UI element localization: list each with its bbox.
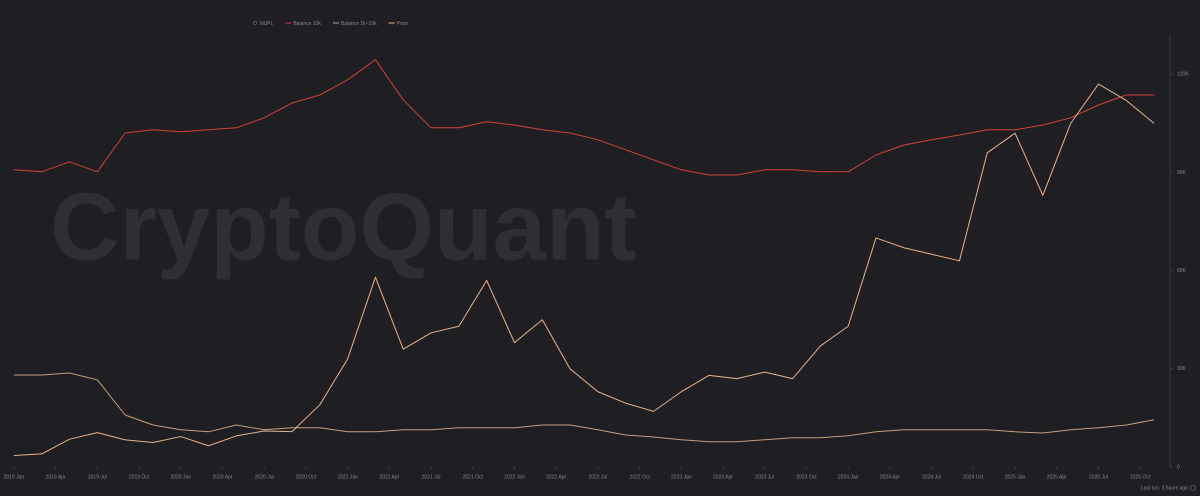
series-line [13, 372, 1155, 443]
x-tick-label: 2022 Apr [546, 474, 566, 480]
legend-label[interactable]: Price [397, 21, 409, 27]
footer: Last run: 3 hours ago [1141, 485, 1188, 491]
x-tick-label: 2023 Apr [713, 474, 733, 480]
x-tick-label: 2019 Apr [46, 474, 66, 480]
y-tick-label: 120K [1177, 72, 1189, 78]
x-tick-label: 2020 Oct [296, 474, 317, 480]
y-tick-label: 0 [1177, 464, 1180, 470]
x-tick-label: 2024 Apr [880, 474, 900, 480]
x-tick-label: 2025 Apr [1047, 474, 1067, 480]
x-tick-label: 2021 Oct [463, 474, 484, 480]
x-tick-label: 2022 Jan [504, 474, 525, 480]
x-tick-label: 2020 Apr [212, 474, 232, 480]
series-line [13, 83, 1155, 457]
legend-label[interactable]: Balance 1k~10k [341, 21, 377, 27]
y-tick-label: 30K [1177, 366, 1187, 372]
x-tick-label: 2024 Jan [838, 474, 859, 480]
series-line [13, 59, 1155, 176]
refresh-icon[interactable] [1190, 485, 1196, 491]
x-tick-label: 2020 Jul [255, 474, 274, 480]
x-tick-label: 2019 Jan [4, 474, 25, 480]
x-tick-label: 2019 Oct [129, 474, 150, 480]
legend-label[interactable]: NUPL [260, 21, 274, 27]
x-tick-label: 2019 Jul [88, 474, 107, 480]
x-tick-label: 2024 Jul [922, 474, 941, 480]
watermark: CryptoQuant [50, 173, 637, 280]
x-tick-label: 2022 Jul [588, 474, 607, 480]
legend-label[interactable]: Balance 10k [293, 21, 321, 27]
x-tick-label: 2021 Apr [379, 474, 399, 480]
y-tick-label: 90K [1177, 170, 1187, 176]
x-tick-label: 2025 Jul [1089, 474, 1108, 480]
x-tick-label: 2021 Jan [337, 474, 358, 480]
x-tick-label: 2023 Oct [796, 474, 817, 480]
legend: NUPL Balance 10k Balance 1k~10k Price [252, 20, 409, 27]
y-tick-label: 60K [1177, 268, 1187, 274]
x-tick-label: 2025 Jan [1005, 474, 1026, 480]
x-tick-label: 2022 Oct [629, 474, 650, 480]
x-tick-label: 2024 Oct [963, 474, 984, 480]
x-tick-label: 2023 Jul [755, 474, 774, 480]
x-tick-label: 2023 Jan [671, 474, 692, 480]
x-tick-label: 2021 Jul [422, 474, 441, 480]
legend-marker [252, 20, 258, 26]
x-tick-label: 2020 Jan [170, 474, 191, 480]
x-tick-label: 2025 Oct [1130, 474, 1151, 480]
